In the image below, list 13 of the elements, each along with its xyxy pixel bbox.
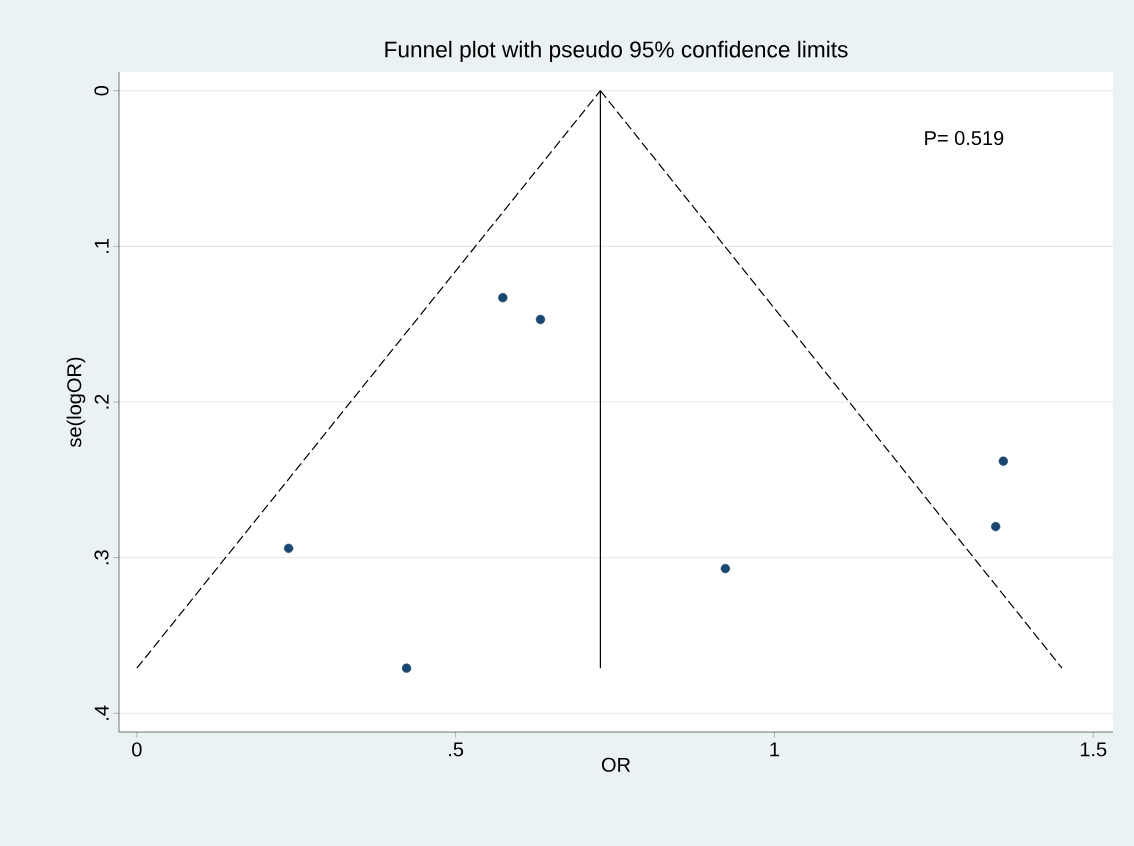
x-tick-label: 0 — [132, 742, 142, 757]
x-axis-title: OR — [601, 757, 631, 772]
y-axis-title: se(logOR) — [66, 357, 86, 448]
y-tick-label: .2 — [94, 394, 109, 409]
y-tick-label: .3 — [94, 550, 109, 565]
y-tick-label: .4 — [94, 705, 109, 720]
annotation: P= 0.519 — [925, 130, 1004, 146]
x-tick-label: 1 — [770, 742, 780, 757]
x-tick-label: .5 — [449, 742, 464, 757]
x-tick-label: 1.5 — [1080, 742, 1107, 757]
chart-title: Funnel plot with pseudo 95% confidence limits — [385, 40, 848, 62]
y-tick-label: .1 — [94, 238, 109, 253]
y-tick-label: 0 — [94, 85, 109, 96]
